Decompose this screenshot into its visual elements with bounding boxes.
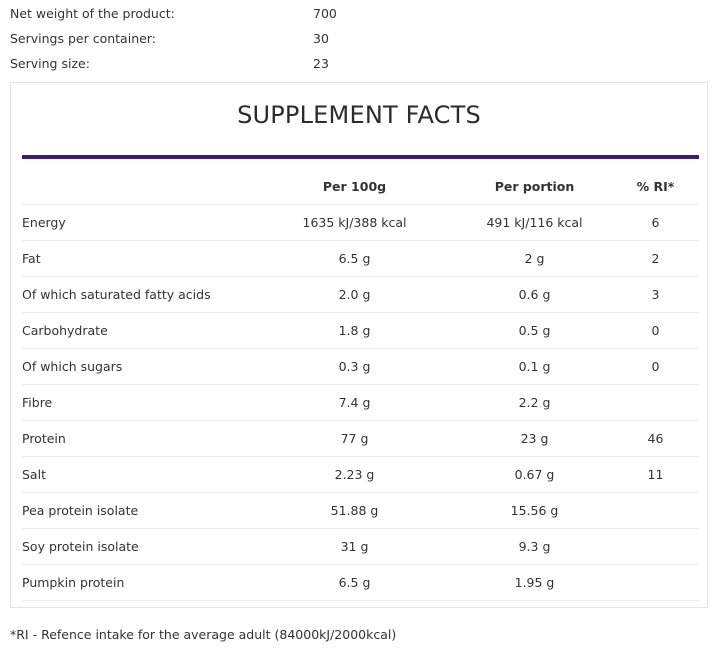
meta-label: Net weight of the product: xyxy=(10,6,175,21)
nutrient-name: Energy xyxy=(22,204,252,241)
per-portion-value: 0.1 g xyxy=(457,348,612,385)
per-100g-value: 1635 kJ/388 kcal xyxy=(252,204,457,241)
ri-value: 3 xyxy=(612,276,699,313)
per-100g-value: 2.0 g xyxy=(252,276,457,313)
nutrient-name: Fat xyxy=(22,240,252,277)
facts-table-body: Energy 1635 kJ/388 kcal 491 kJ/116 kcal 6 Fa… xyxy=(22,204,699,601)
nutrient-name: Salt xyxy=(22,456,252,493)
ri-value: 0 xyxy=(612,348,699,385)
nutrient-name: Fibre xyxy=(22,384,252,421)
table-row: Pumpkin protein 6.5 g 1.95 g xyxy=(22,564,699,601)
per-100g-value: 2.23 g xyxy=(252,456,457,493)
ri-footnote: *RI - Refence intake for the average adu… xyxy=(10,627,397,642)
table-row: Pea protein isolate 51.88 g 15.56 g xyxy=(22,492,699,529)
nutrient-name: Of which sugars xyxy=(22,348,252,385)
nutrient-name: Of which saturated fatty acids xyxy=(22,276,252,313)
ri-value: 2 xyxy=(612,240,699,277)
table-header-row: Per 100g Per portion % RI* xyxy=(22,169,699,205)
meta-label: Servings per container: xyxy=(10,31,156,46)
meta-value: 700 xyxy=(313,6,337,21)
header-nutrient xyxy=(22,169,252,205)
header-per-portion: Per portion xyxy=(457,169,612,205)
per-100g-value: 6.5 g xyxy=(252,240,457,277)
supplement-facts-panel: SUPPLEMENT FACTS Per 100g Per portion % … xyxy=(10,82,708,608)
ri-value: 46 xyxy=(612,420,699,457)
per-portion-value: 2 g xyxy=(457,240,612,277)
ri-value xyxy=(612,492,699,529)
nutrient-name: Carbohydrate xyxy=(22,312,252,349)
ri-value xyxy=(612,384,699,421)
facts-title: SUPPLEMENT FACTS xyxy=(237,101,481,129)
meta-label: Serving size: xyxy=(10,56,90,71)
title-divider-bar xyxy=(22,155,699,159)
per-portion-value: 2.2 g xyxy=(457,384,612,421)
ri-value: 11 xyxy=(612,456,699,493)
per-100g-value: 77 g xyxy=(252,420,457,457)
table-row: Protein 77 g 23 g 46 xyxy=(22,420,699,457)
nutrient-name: Pea protein isolate xyxy=(22,492,252,529)
per-portion-value: 0.6 g xyxy=(457,276,612,313)
nutrient-name: Protein xyxy=(22,420,252,457)
header-ri: % RI* xyxy=(612,169,699,205)
table-row: Soy protein isolate 31 g 9.3 g xyxy=(22,528,699,565)
ri-value: 6 xyxy=(612,204,699,241)
per-100g-value: 51.88 g xyxy=(252,492,457,529)
per-portion-value: 9.3 g xyxy=(457,528,612,565)
table-row: Fibre 7.4 g 2.2 g xyxy=(22,384,699,421)
ri-value xyxy=(612,564,699,601)
per-portion-value: 0.67 g xyxy=(457,456,612,493)
header-per-100g: Per 100g xyxy=(252,169,457,205)
ri-value: 0 xyxy=(612,312,699,349)
table-row: Energy 1635 kJ/388 kcal 491 kJ/116 kcal 6 xyxy=(22,204,699,241)
per-portion-value: 1.95 g xyxy=(457,564,612,601)
per-portion-value: 0.5 g xyxy=(457,312,612,349)
per-100g-value: 31 g xyxy=(252,528,457,565)
per-portion-value: 23 g xyxy=(457,420,612,457)
ri-value xyxy=(612,528,699,565)
table-row: Of which saturated fatty acids 2.0 g 0.6 g… xyxy=(22,276,699,313)
facts-table: Per 100g Per portion % RI* Energy 1635 kJ… xyxy=(22,169,699,601)
table-row: Salt 2.23 g 0.67 g 11 xyxy=(22,456,699,493)
per-portion-value: 15.56 g xyxy=(457,492,612,529)
per-100g-value: 0.3 g xyxy=(252,348,457,385)
per-portion-value: 491 kJ/116 kcal xyxy=(457,204,612,241)
meta-value: 23 xyxy=(313,56,329,71)
per-100g-value: 6.5 g xyxy=(252,564,457,601)
meta-value: 30 xyxy=(313,31,329,46)
per-100g-value: 1.8 g xyxy=(252,312,457,349)
per-100g-value: 7.4 g xyxy=(252,384,457,421)
nutrient-name: Pumpkin protein xyxy=(22,564,252,601)
nutrient-name: Soy protein isolate xyxy=(22,528,252,565)
